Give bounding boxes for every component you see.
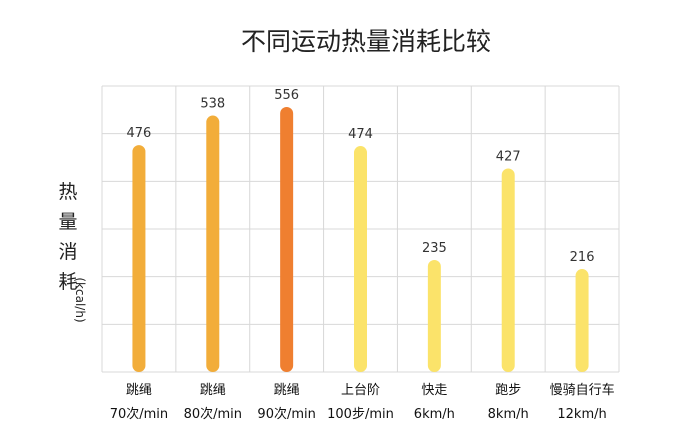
bar <box>427 259 441 372</box>
category-label: 80次/min <box>184 406 242 422</box>
y-axis-label-char: 量 <box>58 211 77 233</box>
value-label: 216 <box>570 250 595 265</box>
bar <box>575 269 589 372</box>
bar <box>206 115 220 372</box>
category-label: 跳绳 <box>200 383 226 398</box>
chart-title: 不同运动热量消耗比较 <box>241 27 491 56</box>
category-label: 跑步 <box>495 383 521 398</box>
category-label: 8km/h <box>488 407 529 422</box>
category-label: 上台阶 <box>341 383 380 398</box>
category-label: 跳绳 <box>274 383 300 398</box>
category-label: 70次/min <box>110 406 168 422</box>
category-label: 90次/min <box>257 406 315 422</box>
value-label: 474 <box>348 127 373 142</box>
value-label: 427 <box>496 149 521 164</box>
bar <box>132 145 146 372</box>
category-label: 12km/h <box>557 407 606 422</box>
bar <box>501 168 515 372</box>
value-labels: 476 538 556 474 235 427 216 <box>127 88 595 265</box>
y-axis-label-char: 消 <box>58 241 77 263</box>
category-labels: 跳绳 70次/min 跳绳 80次/min 跳绳 90次/min 上台阶 100步/min 快走… <box>110 382 615 422</box>
category-label: 100步/min <box>327 407 394 422</box>
value-label: 538 <box>200 97 225 112</box>
bar <box>354 146 367 372</box>
y-axis-label-char: 耗 <box>58 271 77 293</box>
value-label: 235 <box>422 241 447 256</box>
category-label: 跳绳 <box>126 383 152 398</box>
value-label: 556 <box>274 88 299 103</box>
bar <box>280 106 294 373</box>
y-axis-unit: (kcal/h) <box>73 277 87 322</box>
category-label: 慢骑自行车 <box>550 382 615 398</box>
category-label: 快走 <box>421 383 447 398</box>
bars <box>132 106 589 373</box>
value-label: 476 <box>127 126 152 141</box>
y-axis-label-char: 热 <box>58 181 77 203</box>
category-label: 6km/h <box>414 407 455 422</box>
y-axis-label: 热量消耗(kcal/h) <box>58 181 87 323</box>
